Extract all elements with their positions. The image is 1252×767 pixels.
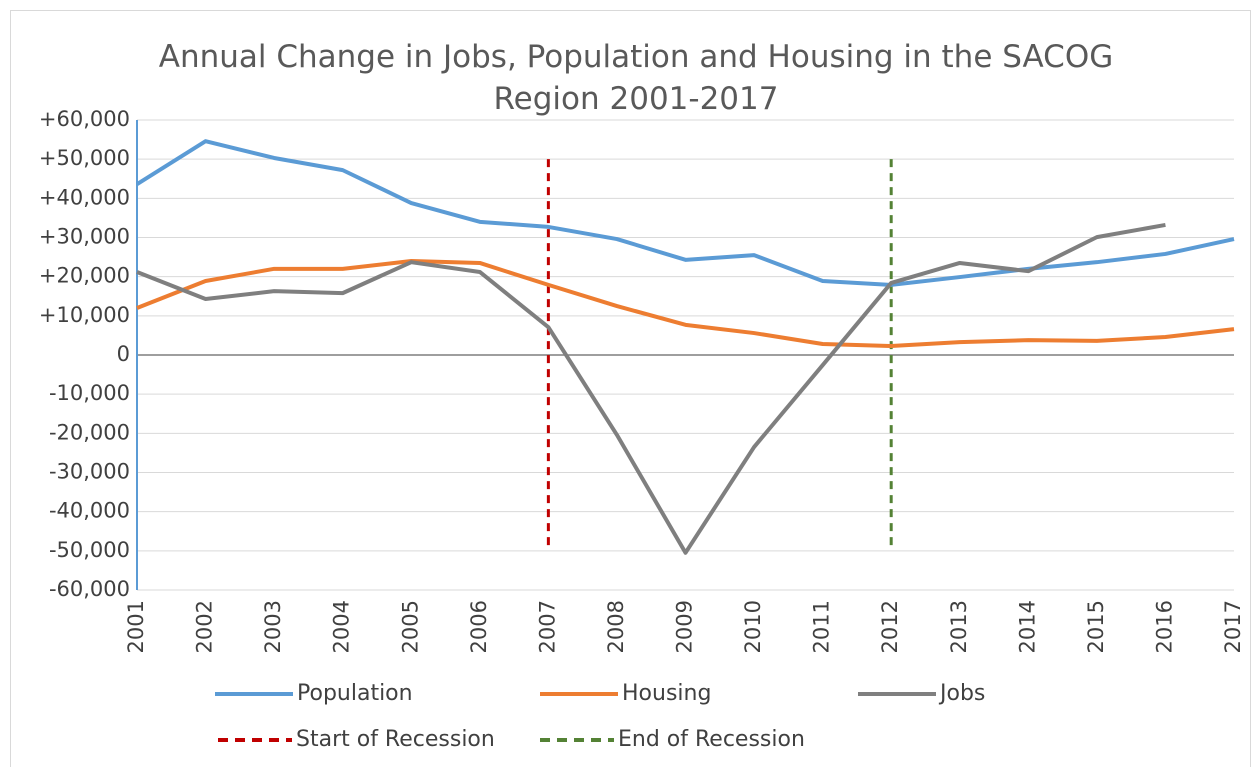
x-tick-label: 2011 xyxy=(810,600,834,653)
x-tick-label: 2001 xyxy=(124,600,148,653)
x-tick-label: 2012 xyxy=(878,600,902,653)
x-tick-label: 2017 xyxy=(1221,600,1245,653)
x-tick-label: 2008 xyxy=(604,600,628,653)
series-line xyxy=(136,222,1166,555)
y-tick-label: +60,000 xyxy=(39,107,130,131)
x-tick-label: 2002 xyxy=(193,600,217,653)
y-tick-label: -30,000 xyxy=(49,460,130,484)
y-tick-label: +40,000 xyxy=(39,185,130,209)
chart-title: Annual Change in Jobs, Population and Ho… xyxy=(158,39,1114,117)
legend-label: Population xyxy=(297,681,413,706)
x-tick-label: 2005 xyxy=(398,600,422,653)
x-tick-label: 2007 xyxy=(535,600,559,653)
x-tick-label: 2004 xyxy=(330,600,354,653)
y-tick-label: +10,000 xyxy=(39,303,130,327)
x-tick-label: 2003 xyxy=(261,600,285,653)
x-tick-label: 2013 xyxy=(947,600,971,653)
x-tick-label: 2006 xyxy=(467,600,491,653)
y-tick-label: +50,000 xyxy=(39,146,130,170)
y-tick-label: -20,000 xyxy=(49,420,130,444)
y-tick-label: -60,000 xyxy=(49,577,130,601)
x-tick-label: 2009 xyxy=(673,600,697,653)
y-tick-label: -40,000 xyxy=(49,499,130,523)
legend-label: Start of Recession xyxy=(296,727,495,752)
x-tick-label: 2016 xyxy=(1152,600,1176,653)
series-line xyxy=(135,139,1235,287)
x-tick-label: 2010 xyxy=(741,600,765,653)
y-tick-label: -50,000 xyxy=(49,538,130,562)
series-line xyxy=(136,259,1235,348)
y-tick-label: -10,000 xyxy=(49,381,130,405)
legend-label: End of Recession xyxy=(618,727,805,752)
legend-label: Housing xyxy=(622,681,711,706)
legend-label: Jobs xyxy=(938,681,985,706)
y-tick-label: 0 xyxy=(117,342,130,366)
y-tick-label: +30,000 xyxy=(39,225,130,249)
x-tick-label: 2014 xyxy=(1015,600,1039,653)
y-tick-label: +20,000 xyxy=(39,264,130,288)
x-tick-label: 2015 xyxy=(1084,600,1108,653)
chart-border xyxy=(10,10,1251,767)
